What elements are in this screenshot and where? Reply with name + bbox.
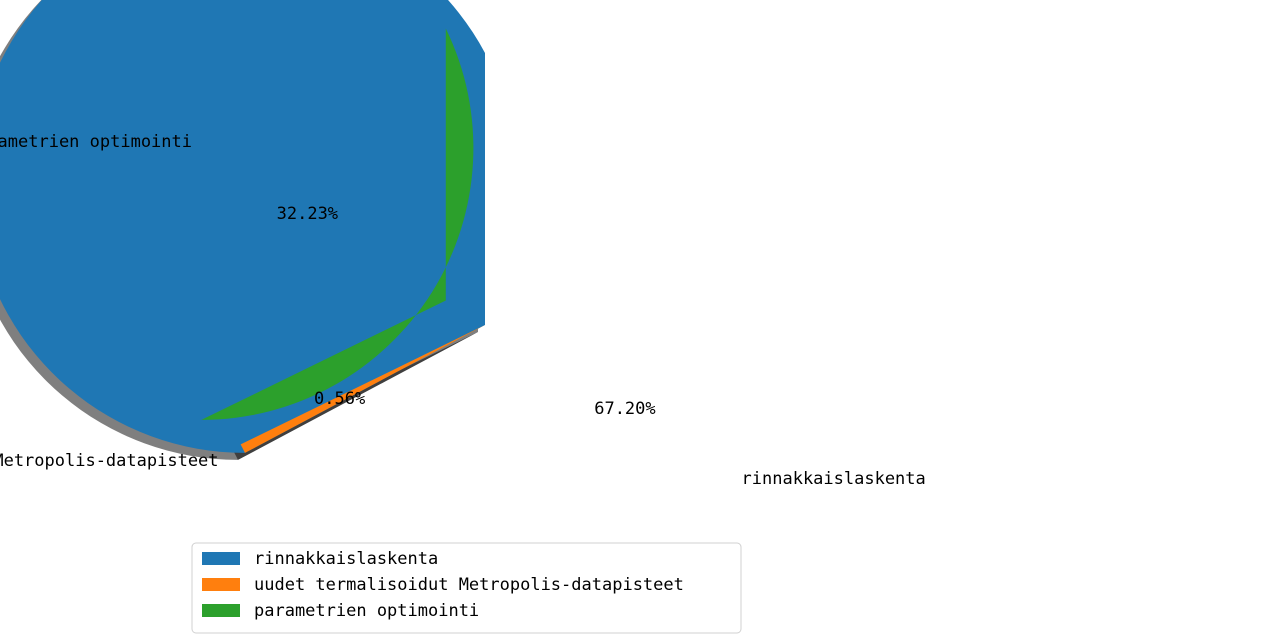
plot-area: [0, 0, 485, 460]
slice-label-rinnakkaislaskenta: rinnakkaislaskenta: [742, 469, 926, 489]
pct-label-parametrien-optimointi: 32.23%: [277, 204, 338, 224]
legend-swatch-0: [202, 552, 240, 565]
pct-label-uudet-termalisoidut-metropolis-datapisteet: 0.56%: [314, 389, 365, 409]
slice-label-uudet-termalisoidut-metropolis-datapisteet: uudet termalisoidut Metropolis-datapiste…: [0, 451, 219, 471]
slice-uudet-termalisoidut-metropolis-datapisteet: [240, 325, 485, 453]
pct-label-rinnakkaislaskenta: 67.20%: [594, 399, 655, 419]
legend-swatch-2: [202, 604, 240, 617]
slice-rinnakkaislaskenta: [0, 0, 485, 453]
slice-labels: rinnakkaislaskenta 67.20% uudet termalisoi…: [0, 132, 926, 489]
slice-shadow-uudet-termalisoidut-metropolis-datapisteet: [233, 332, 478, 460]
legend-swatch-1: [202, 578, 240, 591]
slice-parametrien-optimointi: [201, 28, 474, 420]
slices: [0, 0, 485, 453]
legend: rinnakkaislaskenta uudet termalisoidut M…: [191, 542, 742, 634]
legend-label-2: parametrien optimointi: [254, 601, 479, 621]
legend-label-0: rinnakkaislaskenta: [254, 549, 438, 569]
legend-frame: [191, 542, 742, 634]
slice-label-parametrien-optimointi: parametrien optimointi: [0, 132, 192, 152]
legend-label-1: uudet termalisoidut Metropolis-datapiste…: [254, 575, 684, 595]
